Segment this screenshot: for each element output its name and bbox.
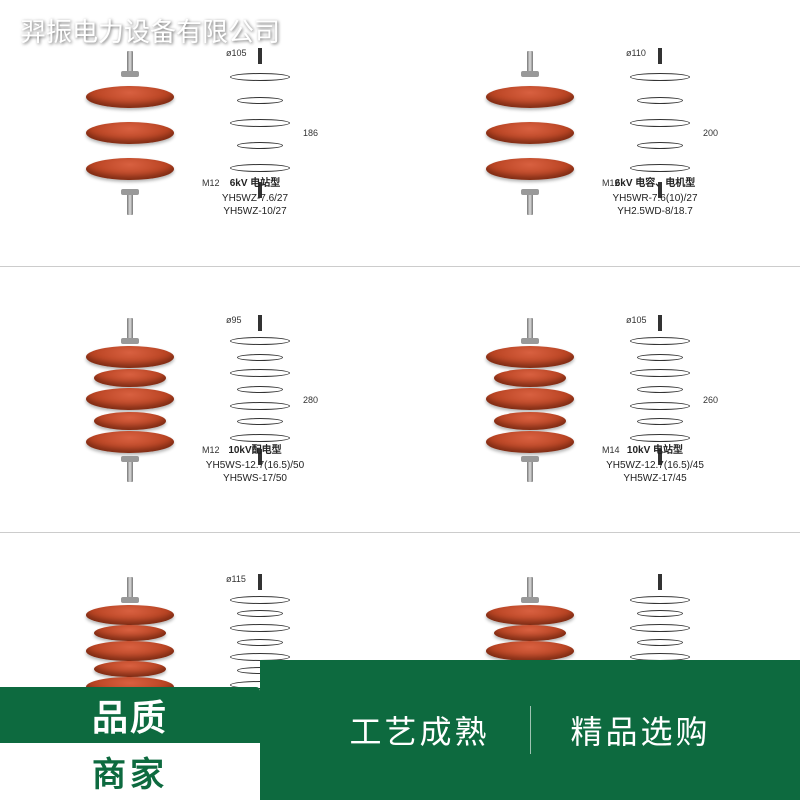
product-label: 6kV 电容、电机型 YH5WR-7.6(10)/27 YH2.5WD-8/18… bbox=[590, 177, 720, 218]
dim-width: ø105 bbox=[626, 315, 647, 325]
dim-width: ø105 bbox=[226, 48, 247, 58]
product-photo bbox=[80, 325, 180, 475]
badge-line1: 品质 bbox=[0, 687, 260, 743]
arrester-icon bbox=[485, 63, 575, 203]
dim-height: 280 bbox=[303, 395, 318, 405]
dim-width: ø110 bbox=[626, 48, 646, 58]
arrester-icon bbox=[85, 330, 175, 470]
slogan-2: 精品选购 bbox=[571, 707, 711, 753]
dim-width: ø95 bbox=[226, 315, 242, 325]
dim-height: 260 bbox=[703, 395, 718, 405]
arrester-icon bbox=[85, 63, 175, 203]
slogan-1: 工艺成熟 bbox=[349, 707, 489, 753]
product-label: 10kV 电站型 YH5WZ-12.7(16.5)/45 YH5WZ-17/45 bbox=[590, 444, 720, 485]
product-label: 10kV配电型 YH5WS-12.7(16.5)/50 YH5WS-17/50 bbox=[190, 444, 320, 485]
promo-badge: 品质 商家 bbox=[0, 660, 260, 800]
arrester-icon bbox=[485, 330, 575, 470]
product-row: ø95 280 M12 10kV配电型 YH5WS-12.7(16.5)/50 … bbox=[0, 267, 800, 534]
product-models: YH5WZ-7.6/27 YH5WZ-10/27 bbox=[222, 193, 288, 217]
product-photo bbox=[80, 58, 180, 208]
product-diagram: ø105 186 M12 6kV 电站型 YH5WZ-7.6/27 YH5WZ-… bbox=[190, 48, 320, 218]
divider bbox=[530, 706, 531, 754]
product-cell: ø105 260 M14 10kV 电站型 YH5WZ-12.7(16.5)/4… bbox=[400, 267, 800, 533]
product-photo bbox=[480, 325, 580, 475]
product-models: YH5WS-12.7(16.5)/50 YH5WS-17/50 bbox=[206, 460, 304, 484]
promo-slogan: 工艺成熟 精品选购 bbox=[260, 660, 800, 800]
dim-width: ø115 bbox=[226, 574, 246, 584]
product-title: 10kV配电型 bbox=[190, 444, 320, 457]
dim-height: 186 bbox=[303, 128, 318, 138]
product-label: 6kV 电站型 YH5WZ-7.6/27 YH5WZ-10/27 bbox=[190, 177, 320, 218]
badge-line2: 商家 bbox=[0, 743, 260, 800]
product-photo bbox=[480, 58, 580, 208]
product-diagram: ø110 200 M12 6kV 电容、电机型 YH5WR-7.6(10)/27… bbox=[590, 48, 720, 218]
product-title: 10kV 电站型 bbox=[590, 444, 720, 457]
dim-height: 200 bbox=[703, 128, 718, 138]
catalog-page: 羿振电力设备有限公司 ø105 bbox=[0, 0, 800, 800]
product-diagram: ø95 280 M12 10kV配电型 YH5WS-12.7(16.5)/50 … bbox=[190, 315, 320, 485]
product-cell: ø95 280 M12 10kV配电型 YH5WS-12.7(16.5)/50 … bbox=[0, 267, 400, 533]
product-models: YH5WR-7.6(10)/27 YH2.5WD-8/18.7 bbox=[612, 193, 697, 217]
promo-banner: 品质 商家 工艺成熟 精品选购 bbox=[0, 660, 800, 800]
product-cell: ø110 200 M12 6kV 电容、电机型 YH5WR-7.6(10)/27… bbox=[400, 0, 800, 266]
product-diagram: ø105 260 M14 10kV 电站型 YH5WZ-12.7(16.5)/4… bbox=[590, 315, 720, 485]
company-name: 羿振电力设备有限公司 bbox=[20, 12, 280, 49]
product-title: 6kV 电容、电机型 bbox=[590, 177, 720, 190]
product-title: 6kV 电站型 bbox=[190, 177, 320, 190]
product-models: YH5WZ-12.7(16.5)/45 YH5WZ-17/45 bbox=[606, 460, 704, 484]
